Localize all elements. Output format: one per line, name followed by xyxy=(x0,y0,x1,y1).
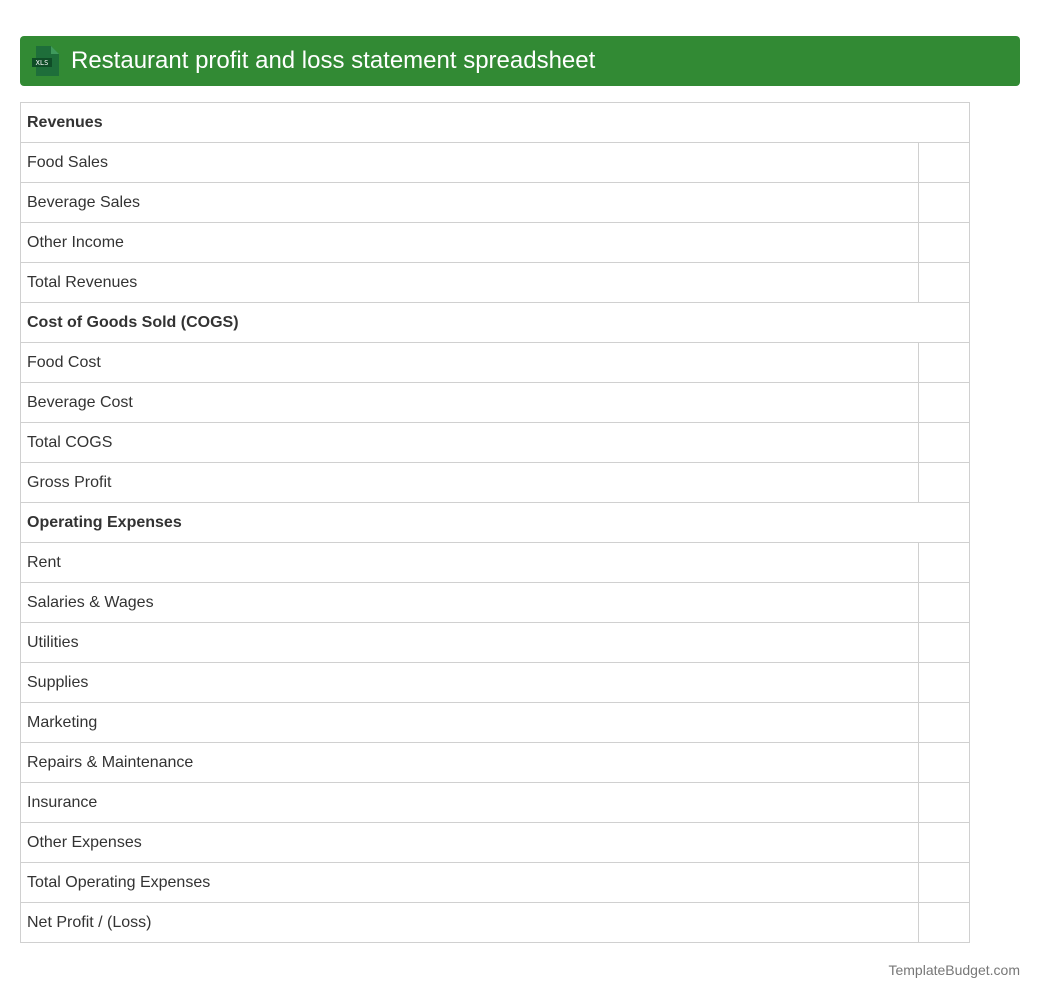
table-row: Marketing xyxy=(20,702,970,743)
row-label: Salaries & Wages xyxy=(20,582,919,623)
value-cell[interactable] xyxy=(918,142,970,183)
row-label: Food Cost xyxy=(20,342,919,383)
value-cell[interactable] xyxy=(918,702,970,743)
value-cell[interactable] xyxy=(918,342,970,383)
table-row: Other Expenses xyxy=(20,822,970,863)
section-header-row: Cost of Goods Sold (COGS) xyxy=(20,302,970,343)
row-label: Repairs & Maintenance xyxy=(20,742,919,783)
row-label: Revenues xyxy=(20,102,970,143)
row-label: Gross Profit xyxy=(20,462,919,503)
table-row: Beverage Cost xyxy=(20,382,970,423)
table-row: Total COGS xyxy=(20,422,970,463)
row-label: Total Operating Expenses xyxy=(20,862,919,903)
table-row: Food Cost xyxy=(20,342,970,383)
value-cell[interactable] xyxy=(918,662,970,703)
row-label: Operating Expenses xyxy=(20,502,970,543)
pl-table: Revenues Food Sales Beverage Sales Other In… xyxy=(20,102,970,943)
row-label: Food Sales xyxy=(20,142,919,183)
row-label: Beverage Sales xyxy=(20,182,919,223)
row-label: Beverage Cost xyxy=(20,382,919,423)
table-row: Total Operating Expenses xyxy=(20,862,970,903)
value-cell[interactable] xyxy=(918,622,970,663)
row-label: Net Profit / (Loss) xyxy=(20,902,919,943)
table-row: Total Revenues xyxy=(20,262,970,303)
row-label: Cost of Goods Sold (COGS) xyxy=(20,302,970,343)
value-cell[interactable] xyxy=(918,262,970,303)
row-label: Utilities xyxy=(20,622,919,663)
value-cell[interactable] xyxy=(918,182,970,223)
table-row: Food Sales xyxy=(20,142,970,183)
row-label: Rent xyxy=(20,542,919,583)
value-cell[interactable] xyxy=(918,782,970,823)
table-row: Rent xyxy=(20,542,970,583)
page-header: XLS Restaurant profit and loss statement… xyxy=(20,36,1020,86)
value-cell[interactable] xyxy=(918,422,970,463)
table-row: Other Income xyxy=(20,222,970,263)
table-row: Repairs & Maintenance xyxy=(20,742,970,783)
value-cell[interactable] xyxy=(918,582,970,623)
row-label: Total Revenues xyxy=(20,262,919,303)
row-label: Marketing xyxy=(20,702,919,743)
value-cell[interactable] xyxy=(918,222,970,263)
row-label: Insurance xyxy=(20,782,919,823)
page-title: Restaurant profit and loss statement spr… xyxy=(71,47,596,74)
row-label: Other Income xyxy=(20,222,919,263)
row-label: Other Expenses xyxy=(20,822,919,863)
table-row: Salaries & Wages xyxy=(20,582,970,623)
value-cell[interactable] xyxy=(918,382,970,423)
footer-brand[interactable]: TemplateBudget.com xyxy=(888,962,1020,978)
row-label: Supplies xyxy=(20,662,919,703)
svg-text:XLS: XLS xyxy=(36,59,49,67)
table-row: Gross Profit xyxy=(20,462,970,503)
value-cell[interactable] xyxy=(918,822,970,863)
section-header-row: Revenues xyxy=(20,102,970,143)
xls-file-icon: XLS xyxy=(32,46,59,76)
table-row: Supplies xyxy=(20,662,970,703)
row-label: Total COGS xyxy=(20,422,919,463)
table-row: Utilities xyxy=(20,622,970,663)
value-cell[interactable] xyxy=(918,462,970,503)
section-header-row: Operating Expenses xyxy=(20,502,970,543)
value-cell[interactable] xyxy=(918,742,970,783)
value-cell[interactable] xyxy=(918,542,970,583)
value-cell[interactable] xyxy=(918,902,970,943)
value-cell[interactable] xyxy=(918,862,970,903)
table-row: Beverage Sales xyxy=(20,182,970,223)
table-row: Insurance xyxy=(20,782,970,823)
table-row: Net Profit / (Loss) xyxy=(20,902,970,943)
